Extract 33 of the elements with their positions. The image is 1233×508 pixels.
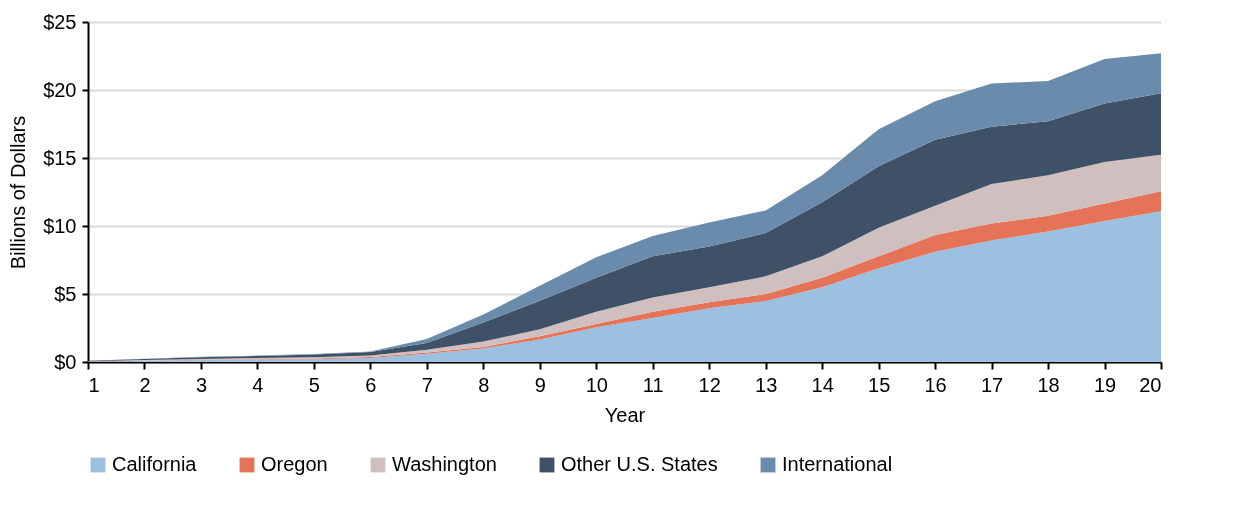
x-tick-label: 10 (585, 373, 608, 396)
legend-label: Oregon (261, 453, 328, 475)
x-tick-label: 14 (811, 373, 834, 396)
x-tick-label: 19 (1093, 373, 1117, 396)
y-tick-label: $20 (43, 78, 77, 101)
x-tick-label: 16 (924, 373, 947, 396)
x-tick-label: 11 (642, 373, 664, 396)
x-axis-title: Year (604, 403, 646, 426)
x-tick-label: 3 (195, 373, 208, 396)
x-tick-label: 18 (1037, 373, 1060, 396)
y-tick-label: $25 (43, 10, 77, 33)
legend-label: Washington (392, 453, 497, 475)
x-tick-label: 17 (980, 373, 1004, 396)
x-tick-label: 15 (868, 373, 891, 396)
y-tick-label: $10 (43, 214, 77, 237)
x-tick-label: 20 (1139, 373, 1162, 396)
x-tick-label: 13 (755, 373, 778, 396)
x-tick-label: 5 (308, 373, 320, 396)
x-tick-label: 2 (139, 373, 151, 396)
x-tick-label: 1 (88, 373, 100, 396)
y-axis-title: Billions of Dollars (7, 115, 30, 270)
legend-label: Other U.S. States (561, 453, 718, 475)
y-tick-label: $5 (54, 282, 77, 305)
y-tick-label: $0 (54, 350, 77, 373)
x-tick-label: 9 (534, 373, 546, 396)
legend-label: California (112, 453, 198, 475)
x-tick-label: 4 (252, 373, 264, 396)
x-tick-label: 7 (421, 373, 433, 396)
legend-label: International (782, 453, 893, 475)
x-tick-label: 8 (478, 373, 490, 396)
x-tick-label: 12 (698, 373, 721, 396)
y-tick-label: $15 (43, 146, 77, 169)
x-tick-label: 6 (365, 373, 377, 396)
